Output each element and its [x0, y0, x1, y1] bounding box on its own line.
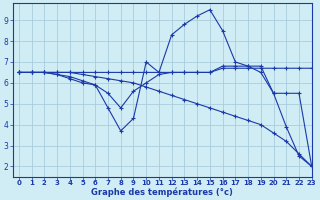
X-axis label: Graphe des températures (°c): Graphe des températures (°c) [91, 187, 233, 197]
